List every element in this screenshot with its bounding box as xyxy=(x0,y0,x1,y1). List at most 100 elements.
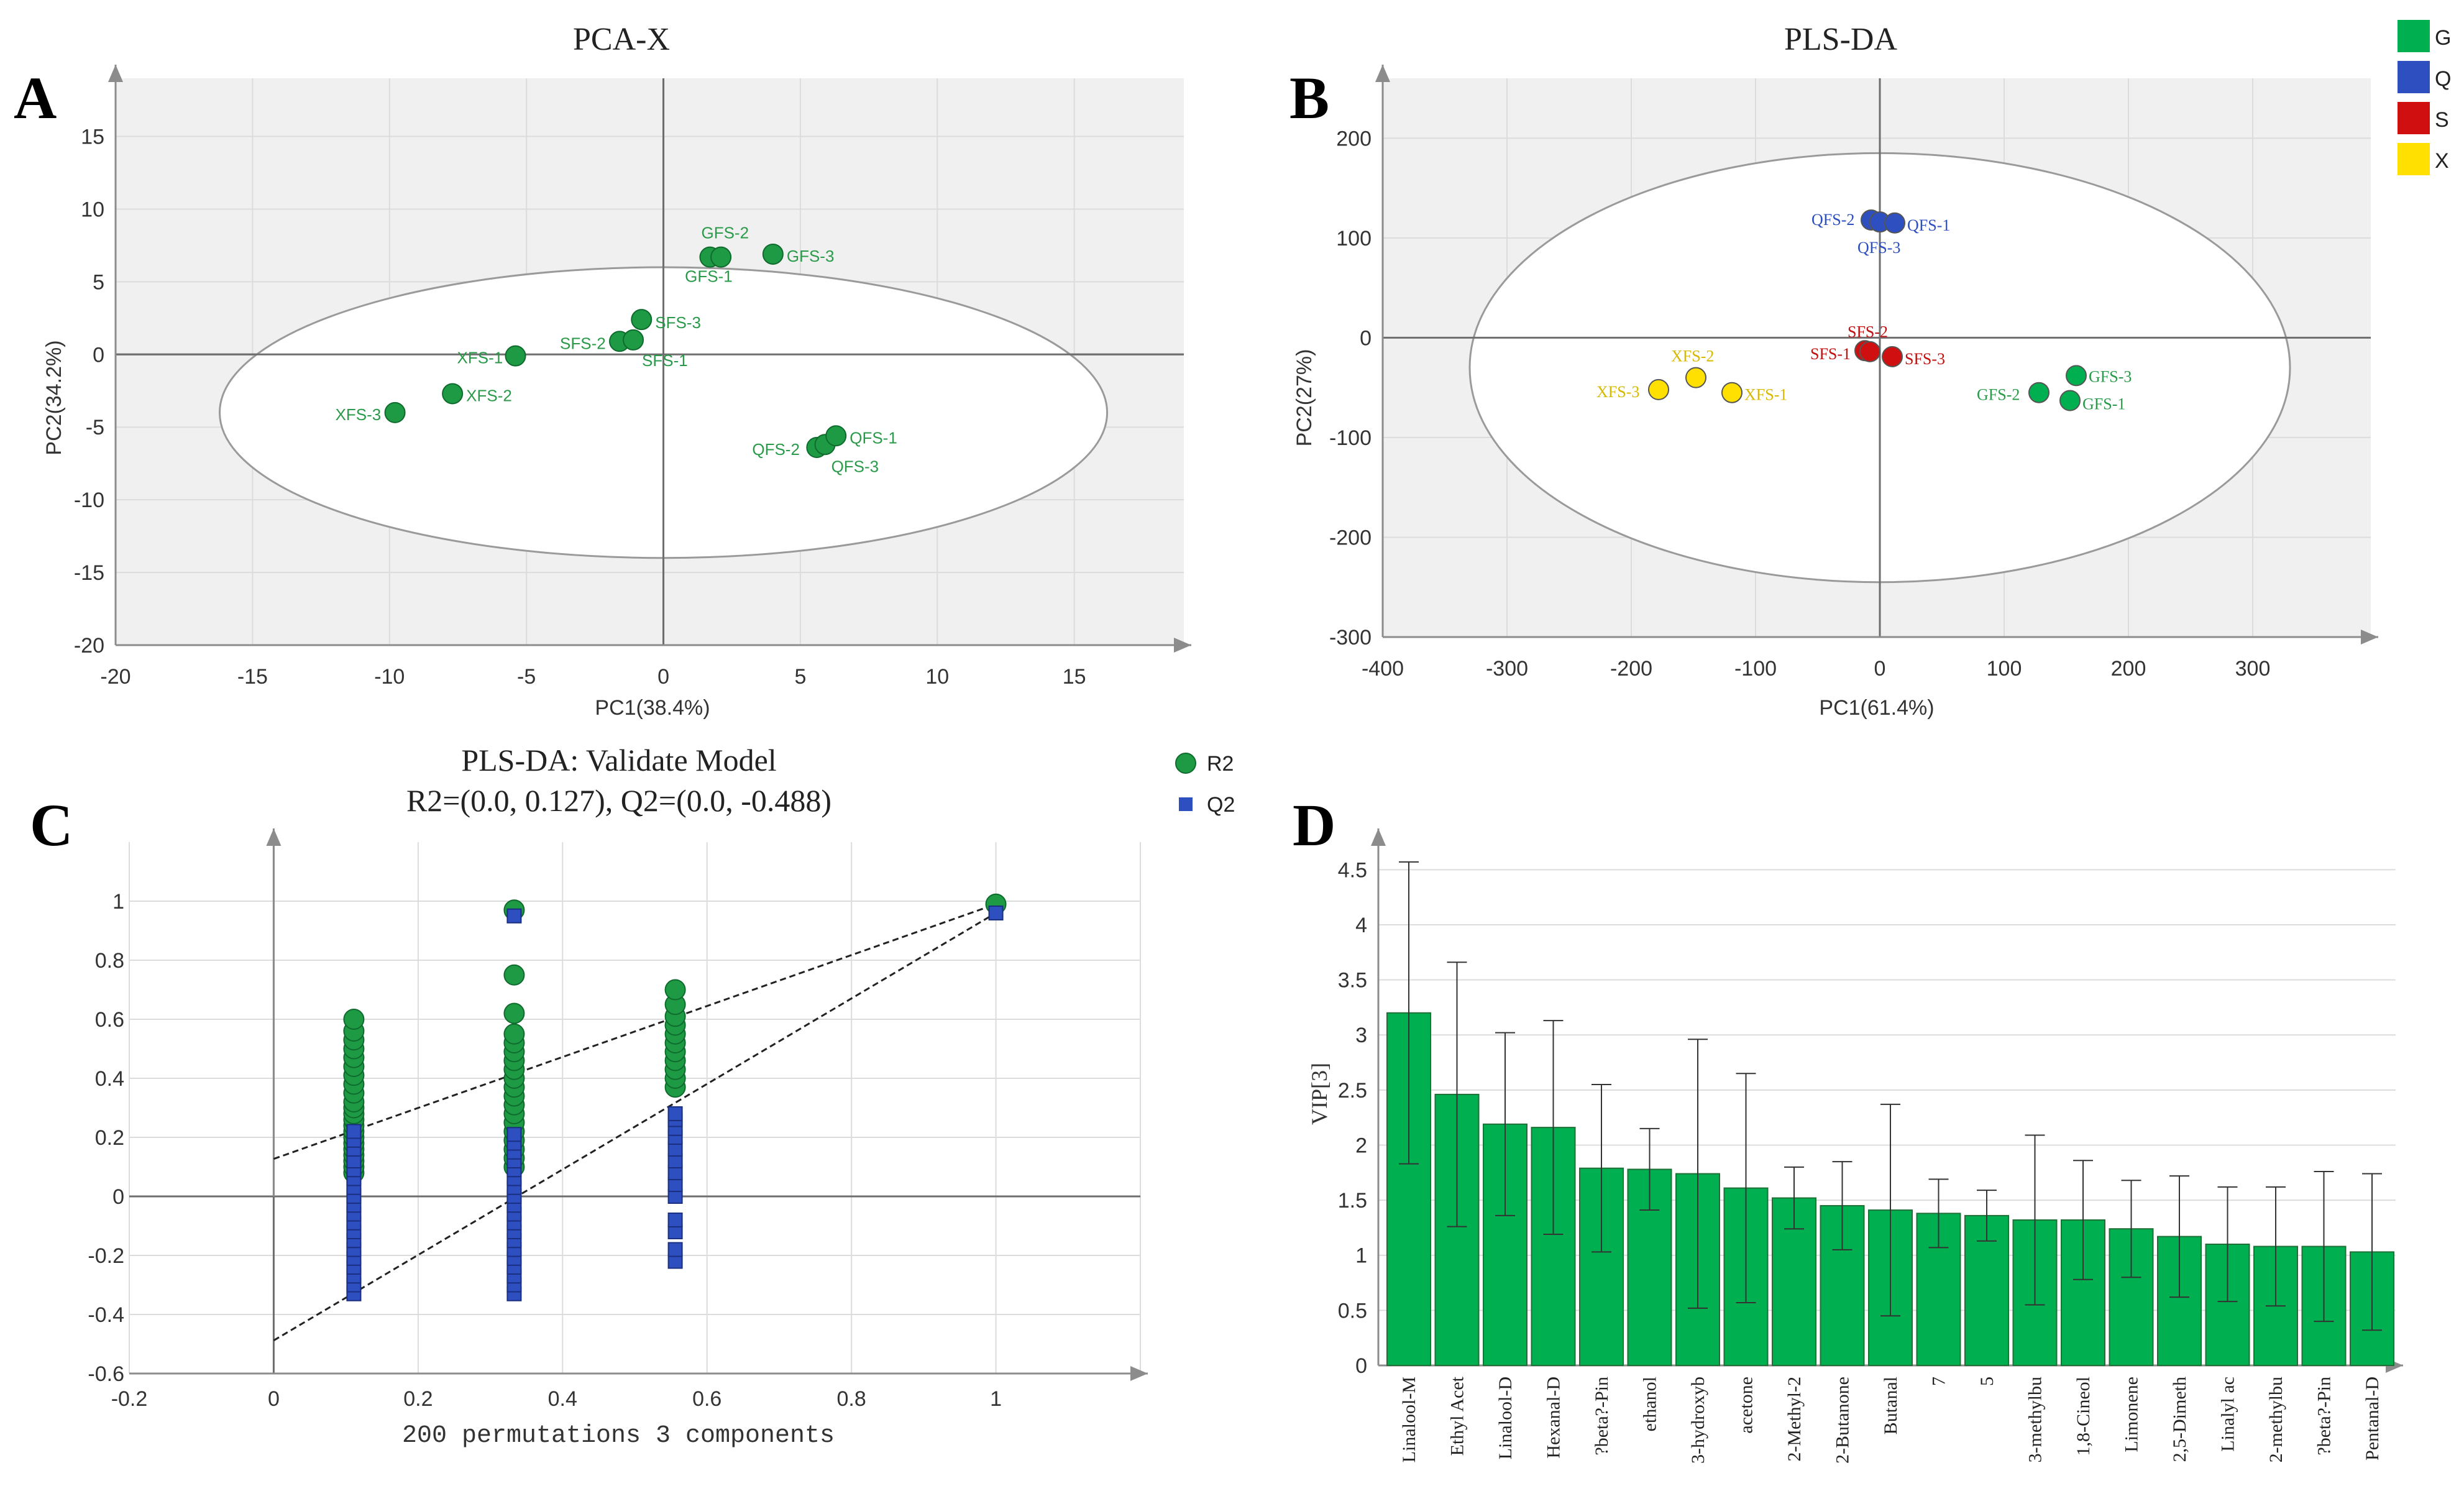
y-tick-label: 15 xyxy=(81,126,104,149)
data-point xyxy=(1859,341,1880,362)
data-point xyxy=(505,345,526,367)
panel-letter-d: D xyxy=(1293,792,1335,858)
x-tick-label: -5 xyxy=(517,665,536,689)
legend-swatch xyxy=(2398,143,2430,175)
q2-point xyxy=(506,908,522,924)
point-label: GFS-3 xyxy=(787,247,835,265)
panel-b-ylabel: PC2(27%) xyxy=(1293,349,1316,447)
panel-a-ylabel: PC2(34.2%) xyxy=(42,340,66,455)
y-tick-label: -5 xyxy=(86,416,104,439)
panel-a-pca-plot: PCA-X PC2(34.2%) PC1(38.4%) -20 -15 -10 -5 0… xyxy=(42,22,1191,720)
y-tick-label: 2 xyxy=(1355,1134,1367,1157)
legend-label: Q xyxy=(2435,67,2451,91)
y-tick-label: 5 xyxy=(93,270,104,294)
x-tick-label: 1 xyxy=(990,1387,1002,1411)
category-label: 3-methylbu xyxy=(2025,1377,2046,1462)
x-tick-label: 15 xyxy=(1063,665,1086,689)
q2-point xyxy=(667,1106,683,1121)
x-tick-label: 0.2 xyxy=(403,1387,433,1411)
y-tick-label: 0 xyxy=(1360,326,1372,350)
point-label: GFS-2 xyxy=(701,224,749,242)
y-tick-label: 1 xyxy=(112,890,124,914)
panel-c-title: PLS-DA: Validate Model xyxy=(461,743,776,777)
category-label: Limonene xyxy=(2122,1377,2142,1452)
x-tick-label: -400 xyxy=(1362,657,1404,681)
x-tick-label: 10 xyxy=(925,665,949,689)
x-tick-label: -200 xyxy=(1610,657,1652,681)
point-label: QFS-3 xyxy=(1857,239,1900,257)
x-tick-label: -15 xyxy=(237,665,268,689)
r2-point xyxy=(664,979,686,1001)
y-tick-label: -15 xyxy=(74,561,104,585)
point-label: SFS-2 xyxy=(1848,323,1888,341)
y-tick-label: -0.6 xyxy=(88,1362,124,1386)
y-tick-label: 0 xyxy=(93,343,104,367)
x-tick-label: -10 xyxy=(374,665,405,689)
category-label: Ethyl Acet xyxy=(1447,1376,1468,1456)
data-point xyxy=(2066,365,2087,387)
panel-b-title: PLS-DA xyxy=(1784,22,1897,57)
r2-point xyxy=(503,1002,525,1024)
y-tick-label: 0.8 xyxy=(95,949,124,973)
x-axis-head xyxy=(1174,638,1191,653)
panel-c-xlabel: 200 permutations 3 components xyxy=(402,1422,835,1450)
vip-bar xyxy=(1386,1012,1431,1367)
y-tick-label: 4 xyxy=(1355,914,1367,937)
category-label: 3-hydroxyb xyxy=(1688,1377,1708,1464)
x-tick-label: 200 xyxy=(2111,657,2146,681)
point-label: QFS-2 xyxy=(752,440,800,459)
point-label: QFS-1 xyxy=(850,428,897,447)
point-label: QFS-3 xyxy=(831,457,879,475)
category-label: 2-methylbu xyxy=(2266,1377,2286,1462)
category-label: Pentanal-D xyxy=(2362,1377,2383,1461)
point-label: QFS-2 xyxy=(1811,211,1854,229)
x-tick-label: 0 xyxy=(657,665,669,689)
point-label: GFS-1 xyxy=(685,267,733,286)
y-axis-head xyxy=(1371,828,1386,846)
legend-label: S xyxy=(2435,108,2449,132)
q2-point xyxy=(506,1127,522,1142)
category-label: 5 xyxy=(1977,1377,1997,1386)
point-label: GFS-1 xyxy=(2082,395,2125,413)
y-tick-label: 100 xyxy=(1336,227,1372,250)
data-point xyxy=(384,401,406,423)
y-axis-head xyxy=(1375,65,1390,82)
category-label: ethanol xyxy=(1640,1377,1660,1431)
x-tick-label: 5 xyxy=(794,665,806,689)
y-tick-label: 0.4 xyxy=(95,1067,124,1091)
panel-letter-b: B xyxy=(1289,65,1329,131)
y-tick-label: -100 xyxy=(1329,426,1372,450)
y-tick-label: 3.5 xyxy=(1338,969,1367,993)
point-label: XFS-1 xyxy=(457,349,503,367)
point-label: SFS-1 xyxy=(642,351,688,370)
y-tick-label: 1 xyxy=(1355,1244,1367,1268)
category-label: acetone xyxy=(1736,1377,1757,1434)
y-tick-label: 0 xyxy=(112,1185,124,1209)
q2-point xyxy=(988,906,1004,920)
x-tick-label: -100 xyxy=(1734,657,1777,681)
y-axis-head xyxy=(266,828,282,846)
panel-b-xlabel: PC1(61.4%) xyxy=(1819,696,1934,720)
legend-label: G xyxy=(2435,26,2451,50)
data-point xyxy=(2059,390,2081,411)
y-tick-label: -0.4 xyxy=(88,1303,124,1327)
data-point xyxy=(1882,346,1903,367)
point-label: GFS-3 xyxy=(2089,367,2132,385)
x-tick-label: 100 xyxy=(1987,657,2022,681)
category-label: Linalyl ac xyxy=(2218,1377,2238,1452)
legend-label: R2 xyxy=(1207,752,1234,776)
y-tick-label: 3 xyxy=(1355,1024,1367,1047)
point-label: SFS-1 xyxy=(1810,345,1851,363)
y-tick-label: -0.2 xyxy=(88,1244,124,1268)
legend-swatch xyxy=(2398,20,2430,52)
legend-marker xyxy=(1179,797,1193,811)
point-label: SFS-3 xyxy=(1905,350,1945,368)
point-label: QFS-1 xyxy=(1907,216,1950,234)
point-label: GFS-2 xyxy=(1977,386,2020,404)
legend-swatch xyxy=(2398,61,2430,93)
category-label: Butanal xyxy=(1880,1377,1901,1434)
y-tick-label: 0.5 xyxy=(1338,1299,1367,1323)
y-tick-label: -20 xyxy=(74,634,104,658)
panel-a-title: PCA-X xyxy=(573,22,670,57)
q2-point xyxy=(667,1213,683,1227)
